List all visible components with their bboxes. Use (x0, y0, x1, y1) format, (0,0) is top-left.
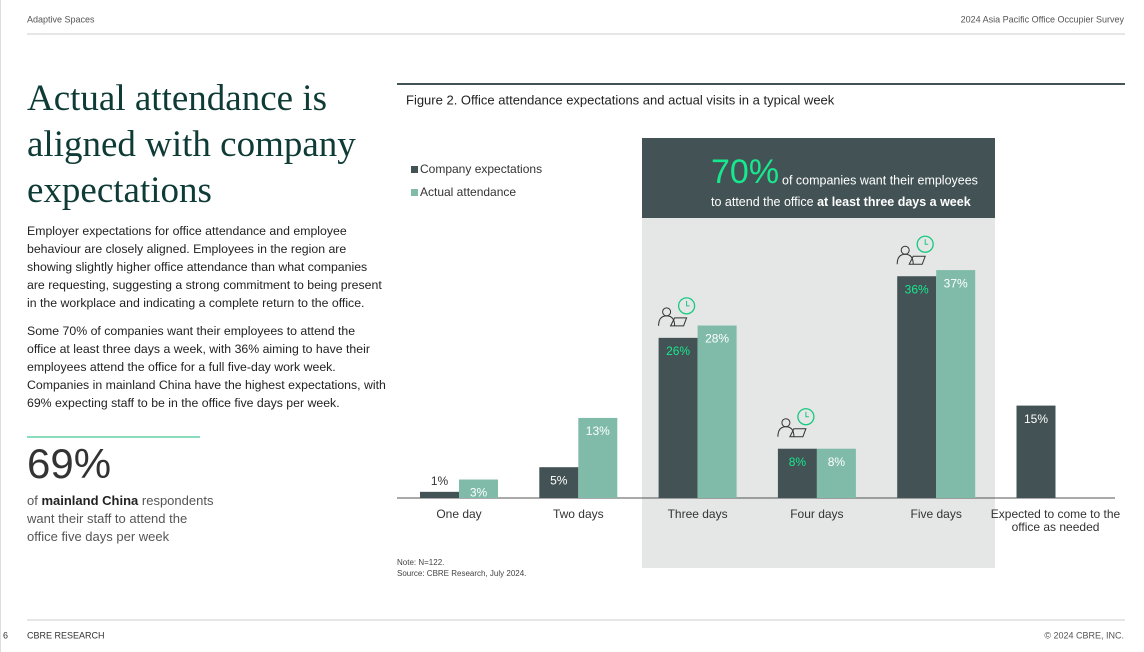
page-number: 6 (3, 630, 8, 640)
paragraph: Employer expectations for office attenda… (27, 224, 382, 310)
bar (658, 337, 698, 498)
bar (578, 417, 618, 498)
callout-box (642, 138, 995, 218)
icon-hands (805, 411, 809, 418)
x-tick-label: One day (436, 507, 482, 521)
note: Note: N=122. (397, 558, 444, 567)
icon-clock (797, 408, 815, 426)
bar (539, 467, 579, 498)
icon (658, 297, 696, 327)
paragraph: Some 70% of companies want their employe… (27, 324, 386, 410)
legend-label: Company expectations (420, 162, 542, 176)
icon-hands (924, 239, 929, 245)
icon (896, 235, 934, 265)
data-label: 15% (1024, 412, 1048, 426)
bar (1016, 405, 1056, 498)
bar (777, 448, 817, 498)
stat-text: of mainland China respondents want their… (27, 492, 217, 546)
stat-text: of (27, 493, 38, 508)
x-tick-label: Five days (910, 507, 962, 521)
bar (936, 270, 976, 498)
bar (816, 448, 856, 498)
stat-value: 69% (27, 440, 112, 487)
page-title: Actual attendance is aligned with compan… (27, 78, 356, 211)
icon-body (658, 315, 688, 327)
icon-body (896, 253, 926, 265)
data-label: 1% (431, 474, 449, 488)
data-label: 36% (905, 282, 929, 296)
data-label: 37% (944, 276, 968, 290)
callout-bold: at least three days a week (817, 195, 971, 209)
icon-clock (916, 235, 934, 253)
legend-swatch (411, 166, 418, 173)
legend-swatch (411, 189, 418, 196)
legend-label: Actual attendance (420, 185, 516, 199)
footer-right: © 2024 CBRE, INC. (1044, 630, 1124, 640)
stat-text: respondents want their staff to attend t… (27, 493, 214, 544)
bar (697, 325, 737, 498)
figure-title: Figure 2. Office attendance expectations… (406, 92, 835, 107)
icon (777, 408, 815, 438)
data-label: 28% (705, 332, 729, 346)
x-tick-label: Four days (790, 507, 844, 521)
header-left: Adaptive Spaces (27, 14, 95, 24)
data-label: 3% (470, 486, 488, 500)
data-label: 5% (550, 473, 568, 487)
x-tick-label: Two days (552, 507, 604, 521)
callout-text: to attend the office (711, 195, 814, 209)
stat-bold: mainland China (41, 493, 139, 508)
bar (420, 491, 459, 498)
header-right: 2024 Asia Pacific Office Occupier Survey (961, 14, 1125, 24)
callout-text: to attend the office at least three days… (711, 195, 971, 209)
x-tick-label: Expected to come to the office as needed (990, 507, 1121, 534)
callout-value: 70% (711, 153, 779, 191)
icon-clock (677, 297, 696, 315)
footer-left: CBRE RESEARCH (27, 630, 105, 640)
data-label: 26% (666, 344, 690, 358)
source: Source: CBRE Research, July 2024. (397, 569, 526, 578)
data-label: 13% (586, 424, 610, 438)
data-label: 8% (828, 455, 846, 469)
icon-hands (686, 300, 690, 307)
callout-text: of companies want their employees (782, 173, 978, 187)
icon-body (777, 426, 807, 438)
bar (459, 479, 498, 498)
bar (897, 276, 937, 498)
data-label: 8% (789, 455, 807, 469)
x-tick-label: Three days (667, 507, 728, 521)
